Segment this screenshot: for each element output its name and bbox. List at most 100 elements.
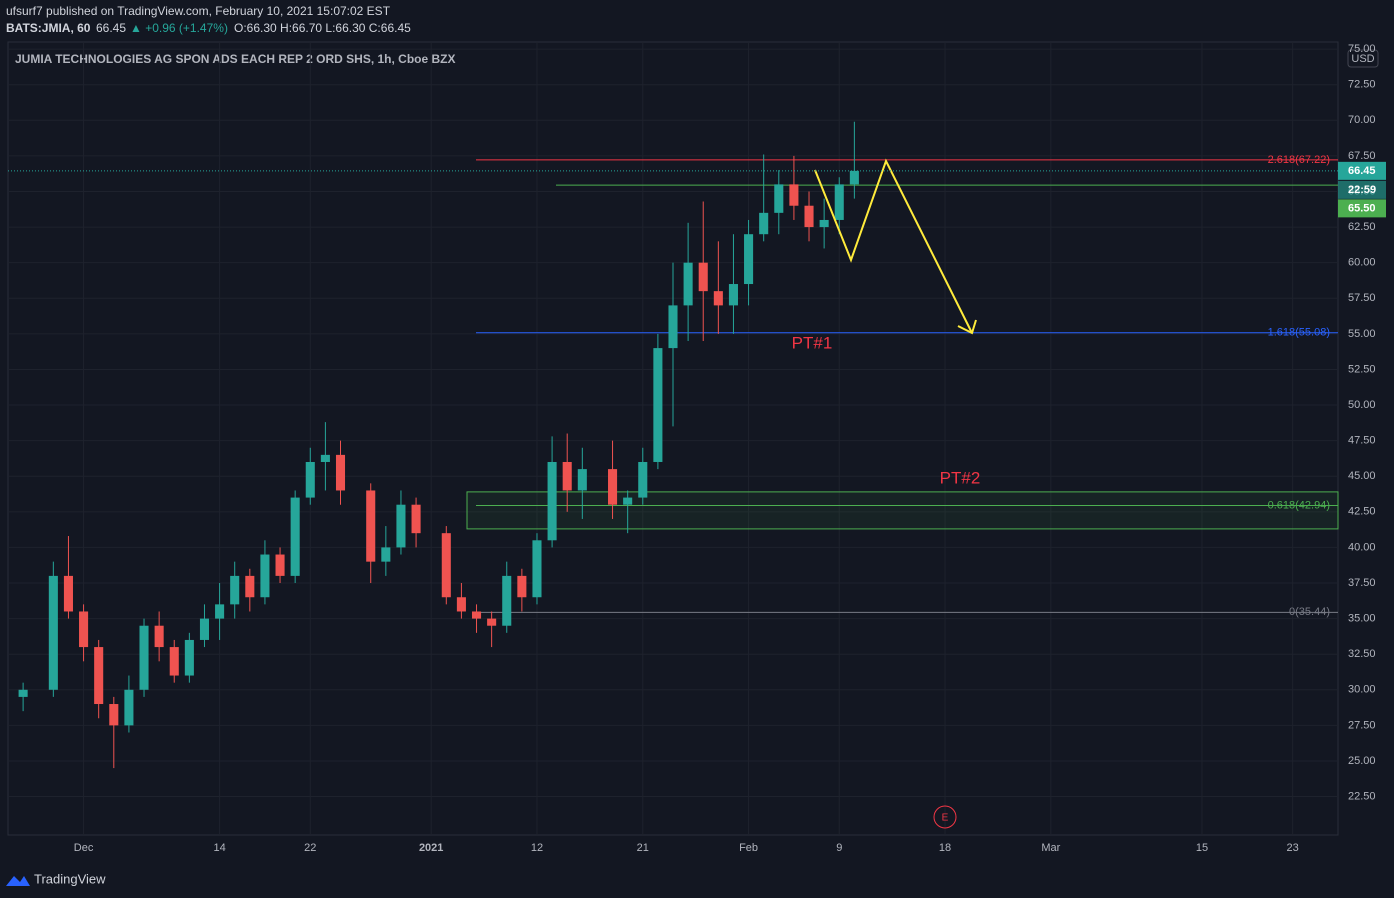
y-tick-label: 72.50 — [1348, 79, 1376, 91]
candle-body — [532, 540, 542, 598]
grid — [8, 42, 1338, 835]
candle-body — [320, 454, 330, 462]
currency-box — [1347, 49, 1379, 68]
candle-body — [744, 234, 754, 285]
y-tick-label: 30.00 — [1348, 684, 1376, 696]
earnings-marker — [933, 805, 957, 829]
y-tick-label: 57.50 — [1348, 292, 1376, 304]
brand: TradingView — [34, 871, 106, 886]
y-tick-label: 60.00 — [1348, 257, 1376, 269]
candle-body — [834, 184, 844, 220]
candle-body — [849, 170, 859, 185]
candle-body — [199, 618, 210, 640]
last: 66.45 — [96, 21, 126, 35]
candle-body — [109, 704, 119, 726]
candle-body — [698, 262, 708, 292]
candle-body — [608, 469, 618, 505]
chart-title: JUMIA TECHNOLOGIES AG SPON ADS EACH REP … — [15, 52, 456, 66]
candle-body — [441, 533, 451, 598]
y-tick-label: 52.50 — [1348, 363, 1376, 375]
candle-body — [774, 184, 784, 213]
candle-body — [804, 205, 814, 228]
candle-body — [335, 454, 346, 491]
candle-body — [502, 575, 512, 626]
fib-label: 0(35.44) — [1289, 606, 1330, 618]
y-tick-label: 45.00 — [1348, 470, 1376, 482]
candle-body — [79, 611, 89, 648]
currency: USD — [1351, 53, 1374, 65]
candle-body — [683, 262, 693, 306]
candle-body — [487, 618, 497, 626]
tv-logo — [6, 876, 30, 886]
x-tick-label: 21 — [637, 842, 649, 854]
y-tick-label: 67.50 — [1348, 150, 1376, 162]
candle-body — [411, 504, 421, 534]
candle-body — [18, 689, 28, 697]
price-tag-label: 66.45 — [1348, 165, 1376, 177]
price-tag — [1338, 199, 1386, 218]
x-tick-label: Dec — [74, 842, 94, 854]
candle-body — [275, 554, 285, 576]
candle-body — [184, 639, 194, 676]
candle-body — [789, 184, 799, 206]
plot-frame — [7, 41, 1339, 836]
candle-body — [547, 461, 557, 541]
countdown-box — [1338, 180, 1386, 199]
countdown: 22:59 — [1348, 184, 1376, 196]
x-tick-label: 9 — [836, 842, 842, 854]
candle-body — [305, 461, 315, 498]
x-tick-label: Feb — [739, 842, 758, 854]
x-tick-label: 22 — [304, 842, 316, 854]
candle-body — [139, 625, 149, 690]
y-tick-label: 70.00 — [1348, 114, 1376, 126]
y-tick-label: 42.50 — [1348, 506, 1376, 518]
candle-body — [215, 604, 225, 619]
candle-body — [154, 625, 164, 648]
fib-label: 0.618(42.94) — [1268, 499, 1330, 511]
publisher: ufsurf7 published on TradingView.com, Fe… — [6, 4, 391, 18]
candle-body — [290, 497, 300, 576]
y-tick-label: 35.00 — [1348, 613, 1376, 625]
projection-path — [814, 158, 973, 334]
candle-body — [94, 647, 104, 705]
projection-arrow — [957, 319, 977, 335]
y-tick-label: 25.00 — [1348, 755, 1376, 767]
y-tick-label: 62.50 — [1348, 221, 1376, 233]
candle-body — [668, 305, 678, 349]
candle-body — [728, 284, 738, 306]
ohlc: O:66.30 H:66.70 L:66.30 C:66.45 — [234, 21, 411, 35]
candle-body — [169, 647, 179, 676]
marks: 2.618(67.22) 1.618(55.08) 0.618(42.94) 0(35… — [18, 121, 1339, 769]
candle-body — [638, 461, 648, 498]
candle-body — [759, 212, 769, 235]
x-tick-label: 18 — [939, 842, 951, 854]
candle-body — [396, 504, 406, 548]
y-tick-label: 47.50 — [1348, 435, 1376, 447]
y-tick-label: 37.50 — [1348, 577, 1376, 589]
candle-body — [577, 469, 587, 491]
annotation: PT#2 — [940, 469, 981, 488]
x-tick-label: 2021 — [419, 842, 443, 854]
candle-body — [562, 461, 572, 491]
candle-body — [124, 689, 134, 726]
candle-body — [230, 575, 240, 605]
annotation: PT#1 — [792, 333, 833, 352]
y-tick-label: 32.50 — [1348, 648, 1376, 660]
x-tick-label: 14 — [213, 842, 225, 854]
symbol: BATS:JMIA, 60 — [6, 21, 91, 35]
y-tick-label: 40.00 — [1348, 541, 1376, 553]
price-tag-label: 65.50 — [1348, 202, 1376, 214]
y-tick-label: 27.50 — [1348, 719, 1376, 731]
y-tick-label: 50.00 — [1348, 399, 1376, 411]
candle-body — [381, 547, 391, 562]
candle-body — [517, 575, 527, 598]
y-tick-label: 75.00 — [1348, 43, 1376, 55]
candle-body — [471, 611, 482, 619]
candle-body — [366, 490, 376, 562]
fib-label: 1.618(55.08) — [1268, 327, 1330, 339]
candle-body — [819, 219, 829, 228]
candle-body — [245, 575, 255, 598]
earnings-label: E — [942, 813, 949, 824]
